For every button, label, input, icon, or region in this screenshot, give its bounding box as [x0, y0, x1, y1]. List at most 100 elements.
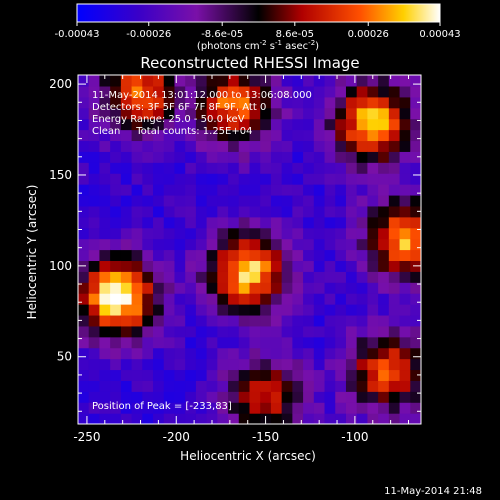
heatmap-cell — [260, 184, 272, 196]
heatmap-cell — [388, 216, 401, 229]
heatmap-cell — [163, 140, 176, 152]
heatmap-cell — [110, 282, 122, 294]
heatmap-cell — [303, 151, 315, 163]
heatmap-cell — [292, 271, 304, 283]
heatmap-cell — [131, 205, 143, 218]
heatmap-cell — [378, 369, 390, 381]
heatmap-cell — [335, 347, 347, 360]
heatmap-cell — [345, 369, 358, 381]
heatmap-cell — [399, 151, 411, 163]
heatmap-cell — [313, 205, 326, 218]
heatmap-cell — [270, 380, 283, 392]
heatmap-cell — [153, 205, 165, 218]
heatmap-cell — [345, 216, 358, 229]
heatmap-cell — [345, 391, 358, 403]
heatmap-cell — [120, 260, 133, 272]
heatmap-cell — [78, 304, 90, 316]
heatmap-cell — [238, 304, 251, 316]
heatmap-cell — [324, 151, 336, 163]
heatmap-cell — [195, 162, 208, 174]
heatmap-cell — [88, 260, 101, 272]
heatmap-cell — [174, 129, 186, 142]
heatmap-cell — [378, 391, 390, 403]
heatmap-cell — [249, 173, 261, 185]
heatmap-cell — [228, 184, 240, 196]
heatmap-cell — [131, 85, 143, 98]
heatmap-cell — [238, 205, 251, 218]
info-line-energy: Energy Range: 25.0 - 50.0 keV — [92, 114, 245, 125]
heatmap-cell — [206, 173, 218, 185]
heatmap-cell — [388, 336, 401, 349]
heatmap-cell — [335, 249, 347, 262]
heatmap-cell — [217, 238, 229, 251]
heatmap-cell — [335, 107, 347, 120]
heatmap-cell — [142, 184, 154, 196]
heatmap-cell — [249, 96, 261, 109]
heatmap-cell — [163, 107, 176, 120]
heatmap-cell — [88, 325, 101, 338]
heatmap-cell — [292, 314, 304, 327]
heatmap-cell — [174, 205, 186, 218]
info-line-time: 11-May-2014 13:01:12.000 to 13:06:08.000 — [92, 90, 312, 101]
heatmap-cell — [185, 314, 197, 327]
heatmap-cell — [410, 380, 421, 392]
heatmap-cell — [260, 85, 272, 98]
heatmap-cell — [131, 249, 143, 262]
heatmap-cell — [292, 129, 304, 142]
heatmap-cell — [324, 227, 336, 240]
heatmap-cell — [378, 336, 390, 349]
heatmap-cell — [142, 347, 154, 360]
heatmap-cell — [238, 216, 251, 229]
heatmap-cell — [174, 75, 186, 87]
heatmap-cell — [174, 96, 186, 109]
heatmap-cell — [281, 238, 293, 251]
heatmap-cell — [206, 129, 218, 142]
y-tick-label: 150 — [49, 168, 72, 182]
heatmap-cell — [367, 347, 379, 360]
heatmap-cell — [195, 216, 208, 229]
heatmap-cell — [185, 402, 197, 414]
heatmap-cell — [378, 260, 390, 272]
heatmap-cell — [399, 118, 411, 131]
heatmap-cell — [292, 369, 304, 381]
heatmap-cell — [303, 96, 315, 109]
heatmap-cell — [78, 238, 90, 251]
heatmap-cell — [185, 118, 197, 131]
heatmap-cell — [153, 75, 165, 87]
heatmap-cell — [131, 402, 143, 414]
heatmap-cell — [238, 347, 251, 360]
heatmap-cell — [195, 304, 208, 316]
heatmap-cell — [88, 282, 101, 294]
heatmap-cell — [153, 282, 165, 294]
heatmap-cell — [174, 85, 186, 98]
heatmap-cell — [270, 205, 283, 218]
heatmap-cell — [99, 205, 111, 218]
heatmap-cell — [313, 402, 326, 414]
heatmap-cell — [356, 75, 369, 87]
heatmap-cell — [356, 293, 369, 305]
heatmap-cell — [388, 151, 401, 163]
heatmap-cell — [313, 314, 326, 327]
heatmap-cell — [324, 260, 336, 272]
heatmap-cell — [99, 347, 111, 360]
heatmap-cell — [110, 184, 122, 196]
heatmap-cell — [356, 402, 369, 414]
heatmap-cell — [153, 85, 165, 98]
heatmap-cell — [356, 140, 369, 152]
heatmap-cell — [99, 413, 111, 424]
heatmap-cell — [238, 118, 251, 131]
heatmap-cell — [324, 380, 336, 392]
heatmap-cell — [174, 369, 186, 381]
heatmap-cell — [238, 271, 251, 283]
heatmap-cell — [335, 151, 347, 163]
heatmap-cell — [335, 85, 347, 98]
heatmap-cell — [303, 358, 315, 371]
heatmap-cell — [356, 336, 369, 349]
heatmap-cell — [345, 85, 358, 98]
heatmap-cell — [388, 194, 401, 207]
heatmap-cell — [249, 314, 261, 327]
heatmap-cell — [356, 118, 369, 131]
heatmap-cell — [153, 227, 165, 240]
heatmap-cell — [228, 369, 240, 381]
heatmap-cell — [270, 216, 283, 229]
